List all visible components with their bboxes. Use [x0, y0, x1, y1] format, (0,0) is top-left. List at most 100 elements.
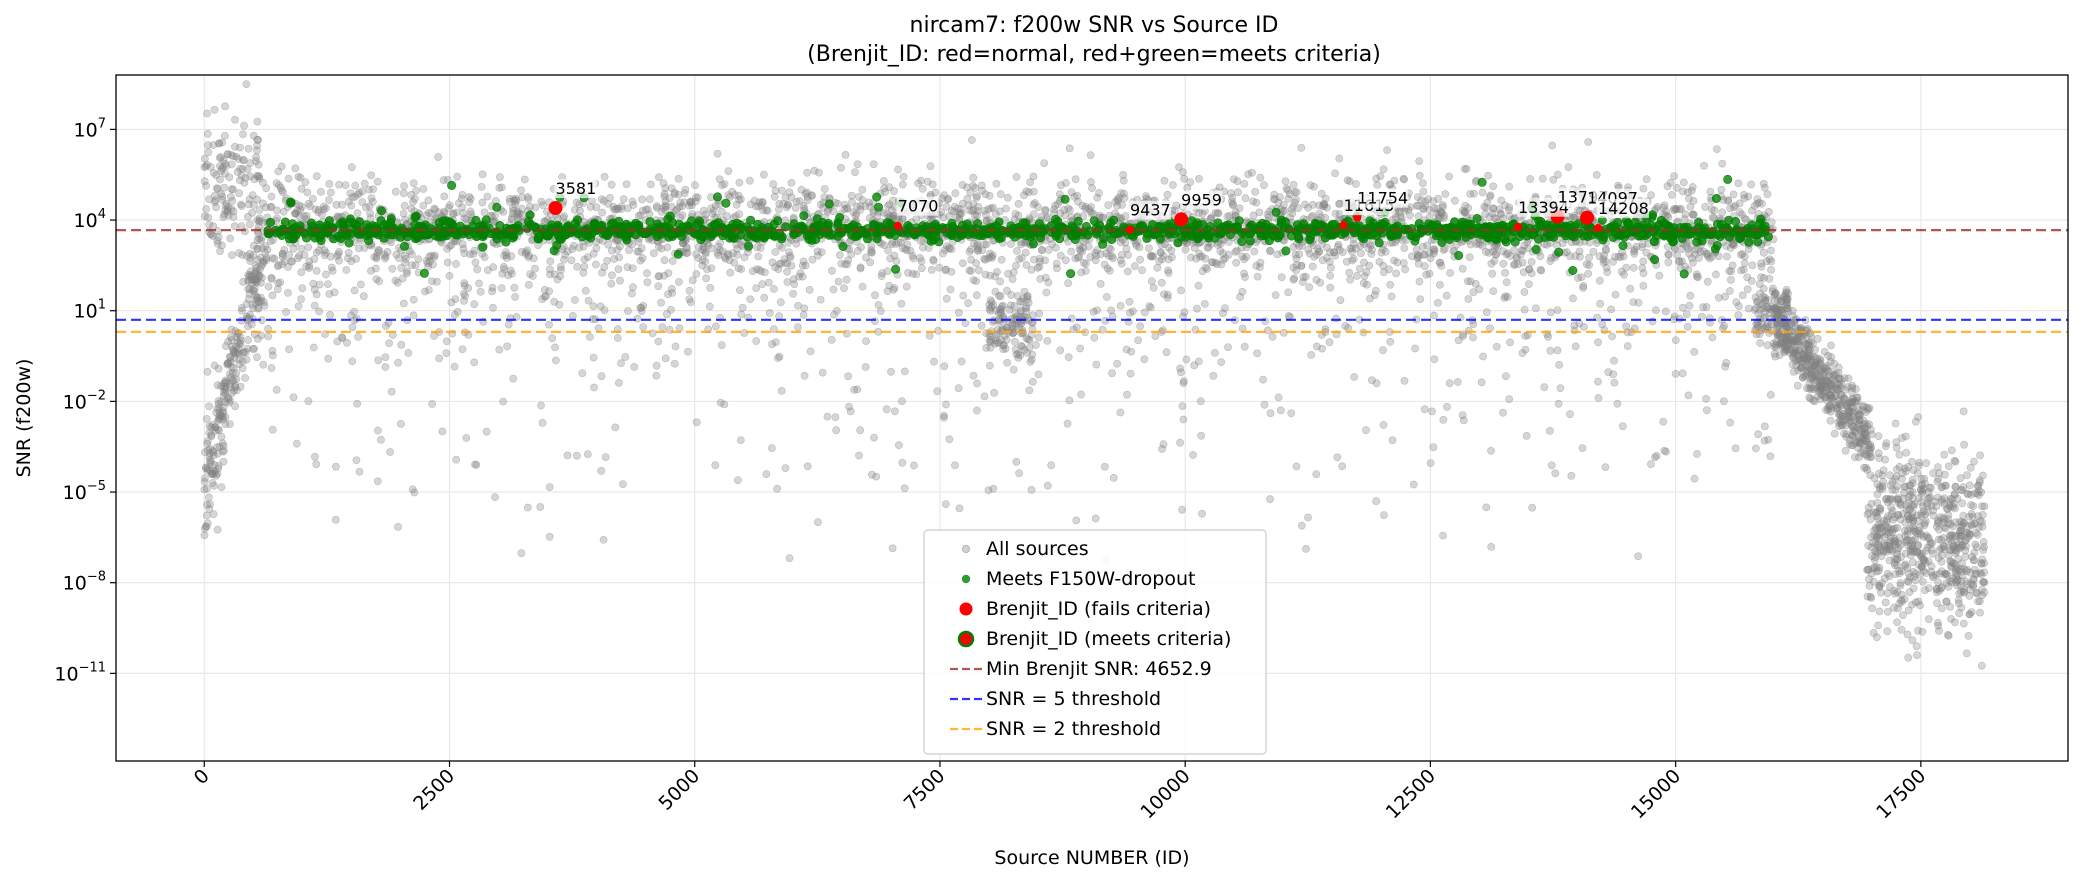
all-sources-point	[1439, 531, 1447, 540]
all-sources-point	[958, 181, 967, 189]
all-sources-point	[1489, 287, 1498, 295]
all-sources-point	[214, 139, 223, 148]
all-sources-point	[206, 500, 214, 508]
all-sources-point	[798, 261, 807, 270]
all-sources-point	[667, 184, 676, 193]
all-sources-point	[883, 267, 892, 275]
all-sources-point	[724, 167, 733, 175]
all-sources-point	[465, 198, 473, 207]
all-sources-point	[1277, 273, 1286, 282]
all-sources-point	[248, 191, 257, 200]
all-sources-point	[1387, 292, 1396, 301]
all-sources-point	[1190, 361, 1199, 370]
all-sources-point	[1826, 357, 1835, 366]
all-sources-point	[1149, 283, 1158, 292]
all-sources-point	[381, 363, 390, 371]
all-sources-point	[1415, 157, 1424, 165]
all-sources-point	[1659, 203, 1668, 212]
all-sources-point	[1362, 426, 1370, 434]
all-sources-point	[223, 359, 232, 368]
all-sources-point	[312, 172, 321, 181]
all-sources-point	[332, 200, 341, 209]
all-sources-point	[1017, 240, 1025, 249]
all-sources-point	[1145, 302, 1154, 310]
all-sources-point	[1554, 399, 1563, 408]
all-sources-point	[1708, 333, 1717, 342]
all-sources-point	[249, 345, 257, 353]
all-sources-point	[1335, 199, 1343, 208]
all-sources-point	[206, 444, 214, 453]
all-sources-point	[1399, 174, 1408, 183]
all-sources-point	[869, 209, 878, 217]
all-sources-point	[203, 129, 212, 138]
all-sources-point	[1414, 252, 1422, 261]
all-sources-point	[1026, 178, 1034, 186]
all-sources-point	[1291, 250, 1300, 259]
all-sources-point	[1264, 213, 1273, 221]
all-sources-point	[1459, 332, 1467, 340]
all-sources-point	[791, 204, 800, 212]
all-sources-point	[231, 381, 240, 390]
all-sources-point	[239, 348, 248, 356]
all-sources-point	[219, 382, 228, 391]
all-sources-point	[255, 216, 264, 225]
all-sources-point	[233, 337, 242, 346]
all-sources-point	[1520, 305, 1529, 314]
all-sources-point	[409, 179, 418, 188]
all-sources-point	[659, 204, 668, 212]
all-sources-point	[1048, 240, 1057, 248]
all-sources-point	[674, 190, 683, 199]
all-sources-point	[1081, 259, 1090, 268]
all-sources-point	[1067, 247, 1076, 256]
all-sources-point	[1108, 369, 1116, 378]
all-sources-point	[572, 198, 581, 207]
all-sources-point	[1087, 178, 1095, 186]
all-sources-point	[323, 280, 332, 288]
all-sources-point	[253, 171, 262, 180]
all-sources-point	[243, 212, 252, 221]
all-sources-point	[740, 329, 749, 337]
all-sources-point	[208, 469, 217, 478]
all-sources-point	[967, 255, 976, 264]
all-sources-point	[1574, 274, 1582, 282]
all-sources-point	[563, 247, 572, 256]
all-sources-point	[969, 371, 978, 380]
all-sources-point	[1419, 205, 1428, 214]
all-sources-point	[1722, 358, 1731, 367]
all-sources-point	[1488, 269, 1497, 278]
all-sources-point	[1050, 205, 1058, 214]
all-sources-point	[660, 189, 669, 198]
all-sources-point	[294, 254, 302, 263]
all-sources-point	[1639, 281, 1648, 290]
all-sources-point	[217, 164, 226, 173]
all-sources-point	[209, 510, 218, 518]
all-sources-point	[356, 280, 365, 289]
all-sources-point	[918, 184, 927, 193]
all-sources-point	[394, 358, 402, 367]
all-sources-point	[1664, 250, 1673, 259]
all-sources-point	[338, 333, 346, 341]
all-sources-point	[737, 265, 746, 273]
all-sources-point	[1100, 260, 1109, 269]
all-sources-point	[250, 284, 259, 293]
all-sources-point	[221, 413, 230, 421]
all-sources-point	[352, 314, 361, 323]
all-sources-point	[224, 150, 232, 158]
all-sources-point	[200, 177, 209, 186]
all-sources-point	[207, 470, 216, 479]
all-sources-point	[207, 430, 216, 439]
all-sources-point	[1569, 294, 1577, 303]
all-sources-point	[245, 284, 254, 293]
all-sources-point	[985, 305, 994, 313]
all-sources-point	[1490, 214, 1499, 222]
all-sources-point	[736, 286, 744, 295]
all-sources-point	[647, 180, 655, 189]
all-sources-point	[1065, 144, 1074, 153]
all-sources-point	[781, 193, 790, 202]
all-sources-point	[655, 173, 663, 182]
all-sources-point	[1217, 239, 1225, 248]
all-sources-point	[1331, 209, 1340, 218]
all-sources-point	[1342, 257, 1351, 266]
all-sources-point	[1599, 255, 1608, 264]
all-sources-point	[255, 297, 264, 306]
